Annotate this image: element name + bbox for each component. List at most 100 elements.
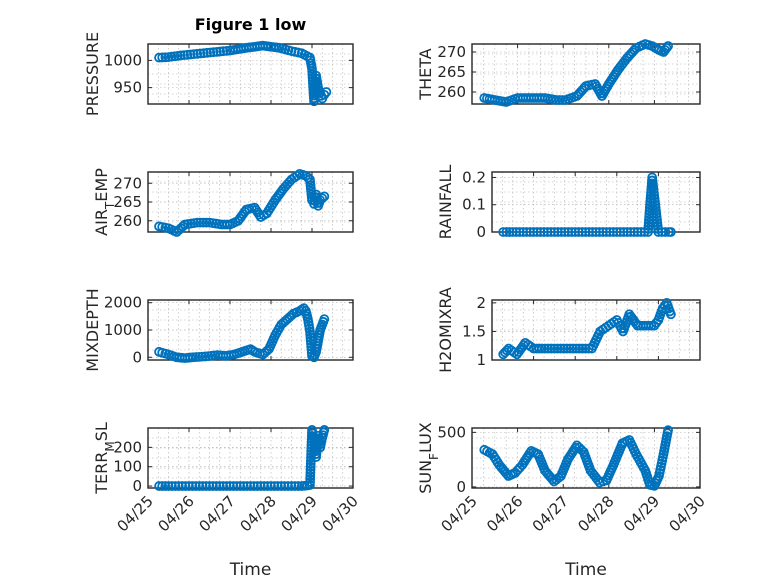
data-point <box>577 227 588 237</box>
y-axis-label-part: EMP <box>92 168 111 202</box>
data-point <box>221 481 232 491</box>
y-tick-label: 260 <box>437 83 466 101</box>
data-point <box>208 47 219 58</box>
y-axis-label-part: LUX <box>416 422 435 453</box>
data-point <box>584 227 594 237</box>
y-tick-label: 0.2 <box>462 168 486 186</box>
data-point <box>321 87 332 97</box>
x-tick-label: 04/28 <box>574 492 617 535</box>
data-point <box>559 227 570 237</box>
y-axis-label-part: M <box>103 441 117 451</box>
data-point <box>160 481 171 491</box>
y-tick-label: 0 <box>132 348 142 366</box>
data-point <box>319 191 330 202</box>
data-point <box>185 49 196 60</box>
data-point <box>154 52 164 63</box>
axes-box <box>491 299 701 361</box>
x-tick-label: 04/29 <box>278 492 321 535</box>
data-point <box>305 471 316 481</box>
data-point <box>198 48 209 59</box>
y-axis-label-part: SUN <box>416 460 435 494</box>
axes-box <box>471 43 701 105</box>
data-point <box>305 480 315 490</box>
data-point <box>184 481 194 491</box>
data-point <box>566 227 577 237</box>
y-tick-label: 1000 <box>104 51 142 69</box>
data-point <box>154 481 164 491</box>
data-point <box>542 227 553 237</box>
data-point <box>190 481 201 491</box>
y-tick-label: 950 <box>113 79 142 97</box>
data-point <box>665 309 676 320</box>
data-point <box>218 481 229 491</box>
data-point <box>167 481 177 491</box>
data-point <box>283 481 293 491</box>
chart-title: Figure 1 low <box>195 15 307 34</box>
data-point <box>663 41 673 51</box>
data-point <box>532 227 542 237</box>
data-point <box>286 481 297 491</box>
data-point <box>521 227 532 237</box>
data-point <box>587 227 598 237</box>
data-point <box>259 481 270 491</box>
data-point <box>557 95 568 105</box>
data-point <box>563 227 574 237</box>
data-point <box>663 425 673 436</box>
data-point <box>194 481 205 491</box>
data-point <box>573 227 584 237</box>
data-point <box>319 314 330 324</box>
y-axis-label: PRESSURE <box>83 32 102 116</box>
data-point <box>272 481 283 491</box>
data-point <box>175 50 186 61</box>
data-point <box>293 481 304 491</box>
data-point <box>618 227 629 237</box>
data-point <box>525 227 536 237</box>
data-point <box>201 217 212 228</box>
y-axis-label-part: TERR <box>92 452 111 495</box>
x-tick-label: 04/30 <box>319 492 362 535</box>
y-tick-label: 0 <box>132 477 142 495</box>
y-axis-label-part: T <box>103 201 117 210</box>
y-tick-label: 0 <box>476 223 486 241</box>
x-tick-label: 04/27 <box>196 492 239 535</box>
y-tick-label: 2000 <box>104 294 142 312</box>
y-axis-label-part: F <box>427 453 441 460</box>
data-point <box>543 343 554 354</box>
x-tick-label: 04/28 <box>237 492 280 535</box>
data-point <box>231 481 242 491</box>
data-point <box>189 49 199 60</box>
data-point <box>177 481 188 491</box>
data-point <box>170 481 181 491</box>
data-point <box>197 481 208 491</box>
data-point <box>317 193 328 204</box>
data-point <box>577 343 588 354</box>
data-point <box>604 227 615 237</box>
data-point <box>549 343 560 354</box>
data-point <box>594 227 605 237</box>
data-point <box>660 227 671 237</box>
data-point <box>570 227 581 237</box>
data-point <box>622 227 633 237</box>
y-tick-label: 0.1 <box>462 196 486 214</box>
data-point <box>208 481 218 491</box>
data-point <box>221 45 232 56</box>
y-tick-label: 265 <box>437 63 466 81</box>
data-point <box>180 481 191 491</box>
data-point <box>179 50 189 61</box>
data-point <box>556 227 567 237</box>
data-point <box>249 481 259 491</box>
data-point <box>305 477 315 487</box>
data-point <box>204 481 215 491</box>
y-tick-label: 260 <box>113 212 142 230</box>
data-point <box>195 217 206 228</box>
data-point <box>160 52 171 63</box>
data-point <box>192 48 203 59</box>
y-axis-label: THETA <box>416 48 435 100</box>
data-point <box>507 227 518 237</box>
data-point <box>511 227 522 237</box>
data-point <box>242 481 252 491</box>
data-point <box>305 461 316 472</box>
